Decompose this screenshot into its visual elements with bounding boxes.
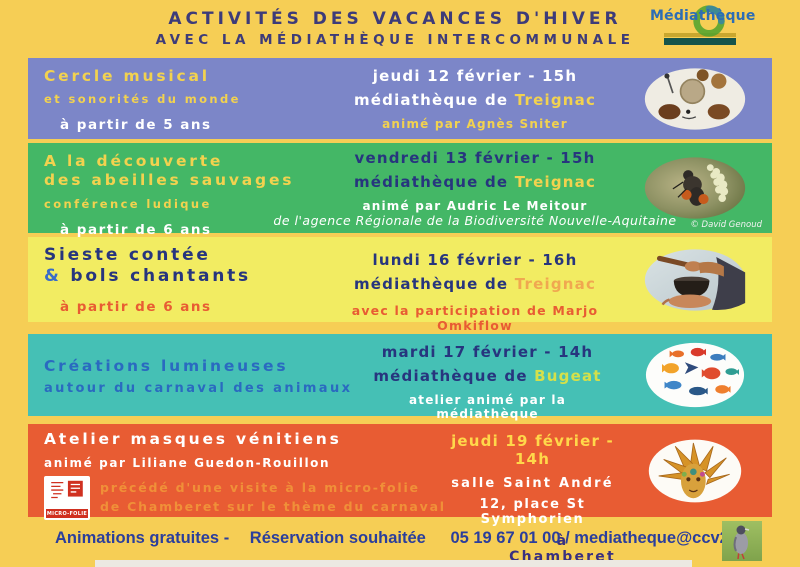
event-5-note-row: MICRO-FOLIE précédé d'une visite à la mi… xyxy=(44,476,448,521)
event-1-info: Cercle musical et sonorités du monde à p… xyxy=(28,58,333,139)
venetian-mask-photo xyxy=(648,439,741,502)
micro-folie-logo: MICRO-FOLIE xyxy=(44,476,90,521)
event-3-location: médiathèque de Treignac xyxy=(333,275,617,293)
footer-free-text: Animations gratuites - xyxy=(55,529,230,547)
event-2-agency-line: de l'agence Régionale de la Biodiversité… xyxy=(273,213,677,228)
logo-text: Médiathèque xyxy=(650,8,756,24)
logo-bar-bottom xyxy=(664,38,736,45)
event-1-location-name: Treignac xyxy=(514,91,597,109)
event-3-details: lundi 16 février - 16h médiathèque de Tr… xyxy=(333,237,617,333)
event-5-date: jeudi 19 février - 14h xyxy=(451,432,614,468)
event-4-location-prefix: médiathèque de xyxy=(373,367,535,385)
event-2-photo-credit: © David Genoud xyxy=(690,220,762,230)
event-5-note-line2: de Chamberet sur le thème du carnaval xyxy=(100,498,446,514)
event-1-details: jeudi 12 février - 15h médiathèque de Tr… xyxy=(333,58,617,139)
event-3-date: lundi 16 février - 16h xyxy=(372,251,578,269)
page-edge-strip xyxy=(95,560,692,567)
event-3-animator: avec la participation de Marjo Omkiflow xyxy=(351,303,599,333)
event-5-venue: salle Saint André xyxy=(451,476,614,491)
pigeon-photo xyxy=(722,521,762,561)
event-5-info: Atelier masques vénitiens animé par Lili… xyxy=(28,424,448,521)
event-2-title: A la découverte des abeilles sauvages xyxy=(44,152,333,191)
footer: Animations gratuites - Réservation souha… xyxy=(0,517,800,567)
event-4-info: Créations lumineuses autour du carnaval … xyxy=(28,334,358,416)
event-1-title: Cercle musical xyxy=(44,67,210,85)
event-3-ampersand: & xyxy=(44,266,62,287)
event-5-photo-wrap xyxy=(617,424,772,517)
event-1-animator: animé par Agnès Sniter xyxy=(382,117,568,131)
event-2-photo-wrap xyxy=(617,143,772,233)
wild-bee-photo xyxy=(644,157,745,219)
event-5-note: précédé d'une visite à la micro-folie de… xyxy=(100,476,446,515)
event-band-sieste-contee: Sieste contée & bols chantants à partir d… xyxy=(28,237,772,333)
logo-bar-top xyxy=(664,33,736,37)
event-1-date: jeudi 12 février - 15h xyxy=(372,67,578,85)
event-2-location-prefix: médiathèque de xyxy=(353,173,515,191)
micro-folie-doodle-icon xyxy=(51,481,83,499)
event-3-location-prefix: médiathèque de xyxy=(353,275,515,293)
event-1-location-prefix: médiathèque de xyxy=(353,91,515,109)
event-2-location-name: Treignac xyxy=(514,173,597,191)
event-band-creations-lumineuses: Créations lumineuses autour du carnaval … xyxy=(28,334,772,421)
event-4-title: Créations lumineuses xyxy=(44,357,289,375)
event-2-age: à partir de 6 ans xyxy=(60,221,212,238)
event-4-date: mardi 17 février - 14h xyxy=(381,343,594,361)
event-3-title-line2: bols chantants xyxy=(61,266,251,287)
poster-title-line1: ACTIVITÉS DES VACANCES D'HIVER xyxy=(168,9,622,29)
percussion-instruments-photo xyxy=(644,67,745,130)
event-3-title-line1: Sieste contée xyxy=(44,245,211,265)
event-4-photo-wrap xyxy=(617,334,772,416)
event-1-age: à partir de 5 ans xyxy=(60,117,212,134)
event-3-info: Sieste contée & bols chantants à partir d… xyxy=(28,237,333,322)
event-4-animator: atelier animé par la médiathèque xyxy=(408,393,566,421)
event-band-masques-venitiens: Atelier masques vénitiens animé par Lili… xyxy=(28,424,772,565)
event-2-title-line2: des abeilles sauvages xyxy=(44,171,295,190)
event-2-location: médiathèque de Treignac xyxy=(333,173,617,191)
event-3-location-name: Treignac xyxy=(514,275,597,293)
event-1-subtitle: et sonorités du monde xyxy=(44,92,241,107)
event-band-abeilles-sauvages: A la découverte des abeilles sauvages con… xyxy=(28,143,772,238)
event-5-address: 12, place St Symphorien xyxy=(479,497,586,527)
event-1-location: médiathèque de Treignac xyxy=(333,91,617,109)
colorful-fish-artwork xyxy=(645,342,744,408)
event-2-title-line1: A la découverte xyxy=(44,152,224,170)
singing-bowl-photo xyxy=(644,248,745,311)
micro-folie-label: MICRO-FOLIE xyxy=(46,509,88,519)
event-4-subtitle: autour du carnaval des animaux xyxy=(44,381,353,397)
event-3-photo-wrap xyxy=(617,237,772,322)
event-5-animator: animé par Liliane Guedon-Rouillon xyxy=(44,456,331,471)
footer-reservation-text: Réservation souhaitée xyxy=(249,529,426,547)
event-1-photo-wrap xyxy=(617,58,772,139)
event-4-location-name: Bugeat xyxy=(534,367,602,385)
footer-contact-text: 05 19 67 01 00 / mediatheque@ccv2m.fr xyxy=(450,529,761,547)
poster-title-line2: AVEC LA MÉDIATHÈQUE INTERCOMMUNALE xyxy=(155,32,635,48)
event-5-note-line1: précédé d'une visite à la micro-folie xyxy=(100,480,420,496)
logo-swirl-icon xyxy=(693,5,725,37)
event-4-details: mardi 17 février - 14h médiathèque de Bu… xyxy=(358,334,617,421)
event-2-date: vendredi 13 février - 15h xyxy=(354,149,596,167)
event-3-title: Sieste contée & bols chantants xyxy=(44,245,333,288)
event-2-subtitle: conférence ludique xyxy=(44,196,212,211)
event-5-details: jeudi 19 février - 14h salle Saint André… xyxy=(448,424,617,565)
event-2-animator: animé par Audric Le Meitour xyxy=(362,199,588,213)
event-2-details: vendredi 13 février - 15h médiathèque de… xyxy=(333,143,617,233)
event-band-cercle-musical: Cercle musical et sonorités du monde à p… xyxy=(28,58,772,139)
event-2-info: A la découverte des abeilles sauvages con… xyxy=(28,143,333,238)
header: ACTIVITÉS DES VACANCES D'HIVER AVEC LA M… xyxy=(0,0,800,58)
event-5-title: Atelier masques vénitiens xyxy=(44,430,342,448)
event-4-location: médiathèque de Bugeat xyxy=(358,367,617,385)
poster-title: ACTIVITÉS DES VACANCES D'HIVER AVEC LA M… xyxy=(156,9,635,48)
footer-contact-line: Animations gratuites - Réservation souha… xyxy=(55,529,760,548)
mediatheque-logo: Médiathèque xyxy=(650,5,756,45)
event-3-age: à partir de 6 ans xyxy=(60,298,212,315)
